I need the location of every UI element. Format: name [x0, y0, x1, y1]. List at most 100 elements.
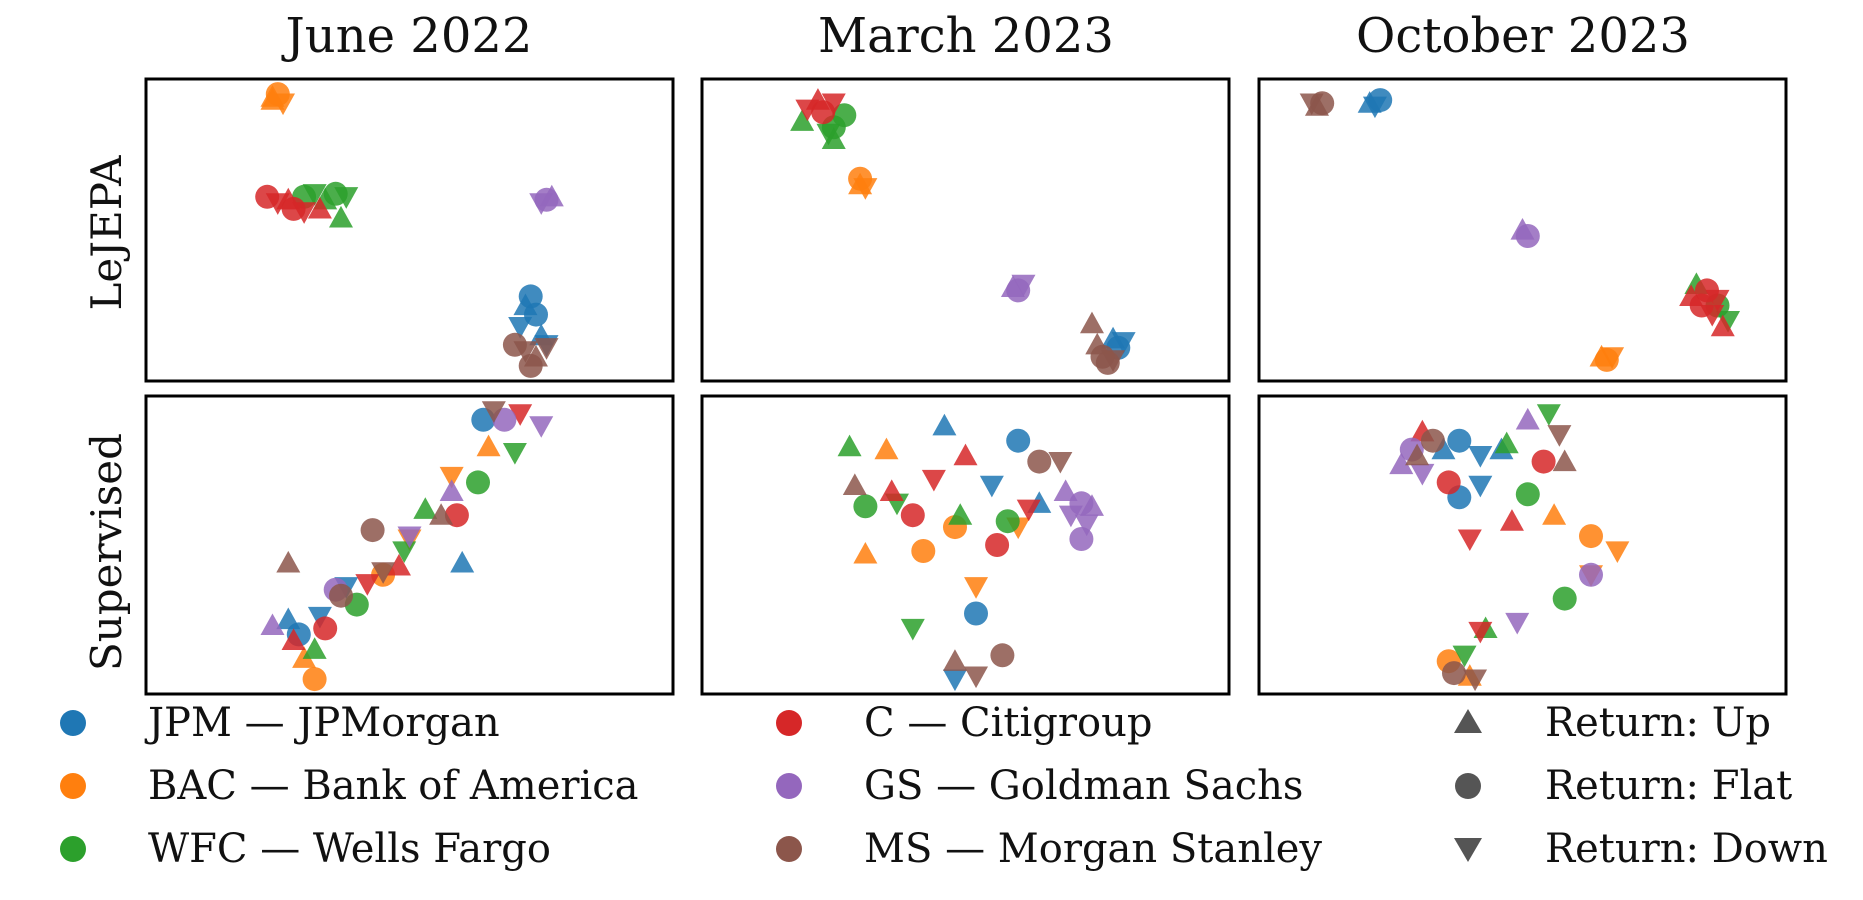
scatter-point-c — [313, 616, 338, 641]
legend-marker-gs — [776, 773, 802, 799]
scatter-point-c — [921, 469, 946, 492]
legend-marker-c — [776, 710, 802, 736]
panel-lejepa-october-2023 — [1257, 77, 1788, 383]
scatter-point-ms — [371, 562, 396, 584]
scatter-point-gs — [1515, 224, 1540, 248]
scatter-point-c — [1700, 304, 1725, 327]
scatter-point-c — [1436, 470, 1461, 495]
scatter-point-ms — [429, 503, 454, 525]
scatter-point-c — [879, 479, 904, 501]
scatter-point-wfc — [1494, 431, 1519, 454]
scatter-point-gs — [539, 184, 564, 207]
scatter-point-gs — [397, 526, 422, 549]
scatter-point-bac — [853, 178, 878, 200]
scatter-point-gs — [529, 416, 554, 438]
scatter-point-bac — [853, 541, 878, 564]
panel-frame — [700, 77, 1231, 383]
scatter-point-bac — [1605, 541, 1630, 563]
legend-label-c: C — Citigroup — [864, 700, 1152, 746]
legend-label-return-up: Return: Up — [1545, 700, 1771, 746]
scatter-point-bac — [476, 434, 501, 457]
scatter-point-jpm — [508, 317, 533, 339]
scatter-point-wfc — [466, 470, 490, 495]
panel-supervised-march-2023 — [700, 394, 1231, 696]
scatter-point-c — [1531, 449, 1556, 474]
legend-label-return-down: Return: Down — [1545, 826, 1828, 872]
scatter-point-ms — [1310, 91, 1335, 116]
scatter-point-wfc — [1452, 645, 1477, 668]
scatter-point-wfc — [302, 184, 327, 206]
scatter-point-ms — [842, 473, 867, 495]
scatter-point-ms — [1552, 449, 1577, 472]
scatter-point-ms — [1048, 451, 1073, 474]
scatter-point-c — [821, 93, 846, 116]
scatter-point-bac — [1542, 503, 1567, 525]
circle-icon — [1455, 773, 1481, 799]
scatter-point-ms — [942, 649, 967, 671]
scatter-point-bac — [911, 539, 936, 563]
scatter-point-jpm — [932, 413, 957, 436]
scatter-point-bac — [1579, 524, 1603, 549]
panel-frame — [1257, 394, 1788, 696]
scatter-point-jpm — [964, 601, 988, 626]
scatter-point-gs — [1074, 514, 1099, 537]
scatter-point-ms — [518, 353, 543, 378]
scatter-point-wfc — [334, 187, 359, 209]
row-label-supervised: Supervised — [82, 433, 131, 671]
scatter-point-gs — [260, 613, 285, 636]
panel-frame — [144, 394, 675, 696]
scatter-point-c — [281, 628, 306, 650]
panel-supervised-june-2022 — [144, 394, 675, 696]
scatter-point-c — [1016, 499, 1041, 522]
scatter-point-ms — [1463, 669, 1488, 692]
scatter-point-gs — [439, 479, 464, 501]
scatter-point-wfc — [1536, 404, 1561, 426]
scatter-point-jpm — [1468, 446, 1493, 468]
scatter-point-ms — [534, 338, 559, 360]
scatter-point-ms — [329, 583, 353, 608]
legend-label-jpm: JPM — JPMorgan — [144, 700, 500, 746]
scatter-point-gs — [1389, 452, 1414, 475]
scatter-point-ms — [1027, 449, 1052, 474]
legend-label-wfc: WFC — Wells Fargo — [148, 826, 551, 872]
scatter-point-wfc — [392, 541, 417, 563]
column-title-2: March 2023 — [818, 8, 1114, 64]
scatter-point-wfc — [832, 103, 857, 128]
scatter-point-gs — [1079, 494, 1104, 516]
scatter-point-wfc — [853, 494, 878, 519]
panel-lejepa-june-2022 — [144, 77, 675, 383]
scatter-point-ms — [513, 341, 538, 363]
scatter-point-ms — [1547, 425, 1572, 447]
scatter-point-c — [1468, 621, 1493, 644]
scatter-point-jpm — [942, 669, 967, 692]
scatter-point-c — [1499, 509, 1524, 531]
scatter-point-wfc — [413, 497, 438, 519]
scatter-point-gs — [1410, 463, 1435, 486]
legend-marker-wfc — [60, 836, 86, 862]
scatter-point-ms — [1095, 350, 1120, 375]
scatter-point-ms — [481, 401, 506, 423]
triangle-down-icon — [1454, 838, 1482, 862]
panel-frame — [144, 77, 675, 383]
scatter-point-bac — [260, 85, 285, 107]
legend-label-bac: BAC — Bank of America — [148, 763, 639, 809]
scatter-point-ms — [1079, 311, 1104, 334]
scatter-point-ms — [990, 643, 1015, 668]
legend-marker-jpm — [60, 710, 86, 736]
scatter-point-c — [900, 503, 925, 528]
scatter-point-jpm — [1468, 475, 1493, 498]
scatter-point-wfc — [995, 509, 1020, 534]
scatter-point-c — [508, 404, 533, 426]
panel-lejepa-march-2023 — [700, 77, 1231, 383]
scatter-point-bac — [964, 577, 989, 599]
scatter-point-gs — [1515, 407, 1540, 430]
scatter-point-gs — [1505, 612, 1530, 635]
scatter-point-jpm — [518, 284, 543, 309]
scatter-point-c — [386, 553, 411, 576]
scatter-point-jpm — [1006, 428, 1031, 453]
legend-marker-bac — [60, 773, 86, 799]
panel-frame — [1257, 77, 1788, 383]
scatter-point-jpm — [1111, 332, 1136, 354]
column-title-1: June 2022 — [281, 8, 533, 64]
scatter-point-ms — [276, 550, 301, 573]
